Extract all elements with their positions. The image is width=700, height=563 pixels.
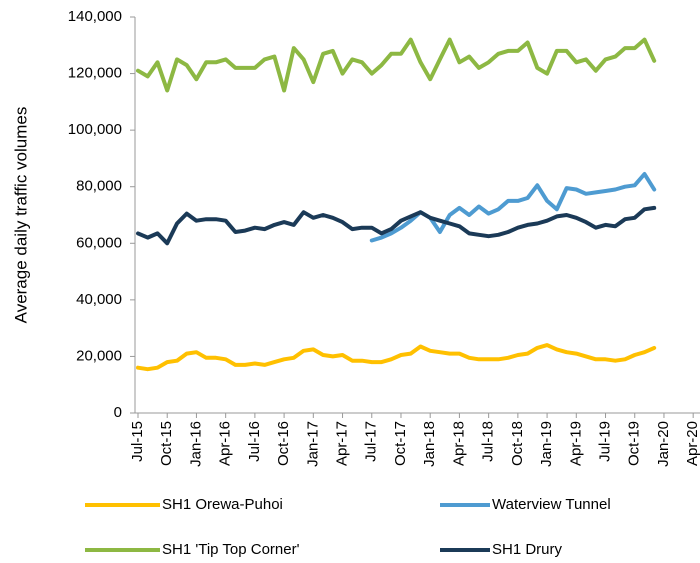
x-tick-label: Jul-19	[596, 421, 613, 462]
y-tick-label: 120,000	[68, 65, 122, 82]
x-tick-label: Oct-15	[158, 421, 175, 466]
x-tick-label: Apr-16	[217, 421, 234, 466]
series-line	[136, 343, 657, 372]
x-tick-label: Oct-19	[626, 421, 643, 466]
x-tick-label: Jan-20	[655, 421, 672, 467]
x-tick-label: Jan-19	[538, 421, 555, 467]
y-tick-label: 140,000	[68, 8, 122, 25]
legend-label: SH1 'Tip Top Corner'	[162, 541, 300, 558]
x-tick-label: Jul-18	[480, 421, 497, 462]
x-tick-label: Jan-16	[187, 421, 204, 467]
x-tick-label: Jan-17	[304, 421, 321, 467]
legend-label: SH1 Orewa-Puhoi	[162, 496, 283, 513]
y-tick-label: 40,000	[76, 291, 122, 308]
legend-label: SH1 Drury	[492, 541, 563, 558]
x-tick-label: Jul-15	[129, 421, 146, 462]
x-tick-label: Oct-16	[275, 421, 292, 466]
x-tick-label: Jan-18	[421, 421, 438, 467]
y-tick-label: 60,000	[76, 234, 122, 251]
x-tick-label: Jul-16	[246, 421, 263, 462]
x-tick-label: Apr-18	[450, 421, 467, 466]
legend-label: Waterview Tunnel	[492, 496, 611, 513]
y-tick-label: 0	[114, 404, 122, 421]
y-tick-label: 100,000	[68, 121, 122, 138]
x-tick-label: Apr-20	[684, 421, 700, 466]
x-tick-label: Jul-17	[363, 421, 380, 462]
y-tick-label: 20,000	[76, 347, 122, 364]
x-tick-label: Oct-17	[392, 421, 409, 466]
x-tick-label: Oct-18	[509, 421, 526, 466]
x-tick-label: Apr-19	[567, 421, 584, 466]
y-axis-label: Average daily traffic volumes	[11, 107, 30, 324]
x-tick-label: Apr-17	[334, 421, 351, 466]
y-tick-label: 80,000	[76, 178, 122, 195]
series-line	[136, 205, 657, 246]
series-line	[136, 37, 657, 93]
